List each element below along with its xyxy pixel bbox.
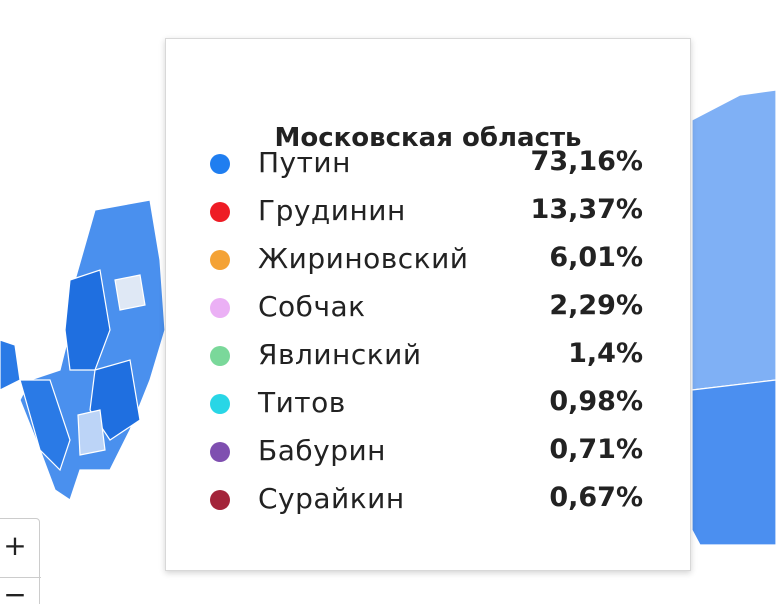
color-dot (210, 346, 230, 366)
candidate-value: 73,16% (530, 146, 643, 177)
legend-row: Бабурин 0,71% (166, 432, 690, 472)
color-dot (210, 250, 230, 270)
legend-row: Жириновский 6,01% (166, 240, 690, 280)
candidate-name: Грудинин (258, 194, 406, 227)
legend-row: Путин 73,16% (166, 144, 690, 184)
legend-row: Явлинский 1,4% (166, 336, 690, 376)
regions-right (691, 89, 776, 546)
legend-row: Собчак 2,29% (166, 288, 690, 328)
candidate-name: Бабурин (258, 434, 386, 467)
region (0, 339, 21, 391)
candidate-name: Титов (258, 386, 346, 419)
candidate-value: 2,29% (549, 290, 643, 321)
region (19, 379, 71, 472)
tooltip: Московская область Путин 73,16% Грудинин 13… (165, 38, 691, 571)
region (89, 359, 141, 441)
regions-left (0, 199, 166, 501)
legend-row: Грудинин 13,37% (166, 192, 690, 232)
zoom-out[interactable]: − (0, 577, 41, 604)
legend-row: Титов 0,98% (166, 384, 690, 424)
zoom-in[interactable]: + (3, 529, 27, 562)
color-dot (210, 442, 230, 462)
region (691, 89, 776, 391)
candidate-name: Явлинский (258, 338, 422, 371)
region (114, 274, 146, 311)
candidate-value: 0,71% (549, 434, 643, 465)
color-dot (210, 298, 230, 318)
candidate-name: Жириновский (258, 242, 469, 275)
candidate-name: Сурайкин (258, 482, 405, 515)
candidate-value: 0,98% (549, 386, 643, 417)
candidate-value: 1,4% (568, 338, 643, 369)
color-dot (210, 490, 230, 510)
color-dot (210, 394, 230, 414)
color-dot (210, 154, 230, 174)
candidate-value: 6,01% (549, 242, 643, 273)
candidate-value: 0,67% (549, 482, 643, 513)
region (77, 409, 106, 456)
color-dot (210, 202, 230, 222)
candidate-value: 13,37% (530, 194, 643, 225)
candidate-name: Путин (258, 146, 351, 179)
region (691, 379, 776, 546)
legend-row: Сурайкин 0,67% (166, 480, 690, 520)
zoom-control: + − (0, 518, 41, 604)
tooltip-title: Московская область (274, 123, 582, 153)
candidate-name: Собчак (258, 290, 366, 323)
